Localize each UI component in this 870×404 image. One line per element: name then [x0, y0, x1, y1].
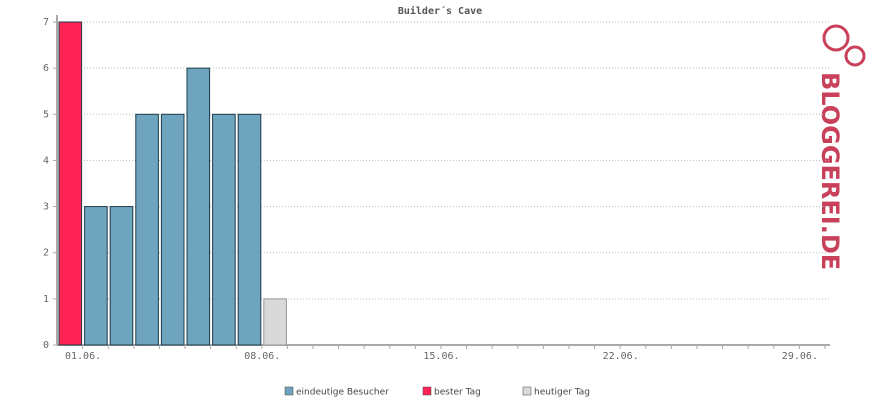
watermark: BLOGGEREI.DE: [816, 72, 844, 270]
y-tick-label: 5: [43, 109, 49, 120]
legend-label: bester Tag: [434, 388, 481, 398]
legend-label: eindeutige Besucher: [296, 388, 389, 398]
bar: [186, 67, 211, 346]
x-tick-label: 08.06.: [244, 351, 280, 362]
legend-swatch: [422, 386, 432, 396]
bar: [212, 113, 236, 346]
bar: [160, 113, 185, 346]
y-tick-label: 2: [43, 248, 49, 259]
bar: [58, 21, 83, 346]
x-tick-label: 15.06.: [423, 351, 459, 362]
chart-title: Builder´s Cave: [398, 5, 482, 17]
y-tick-label: 3: [43, 202, 49, 213]
bar: [109, 206, 134, 346]
legend-label: heutiger Tag: [534, 388, 590, 398]
legend-swatch: [284, 386, 294, 396]
legend-swatch: [522, 386, 532, 396]
bar: [135, 113, 159, 346]
y-tick-label: 4: [43, 155, 49, 166]
logo: [822, 24, 866, 67]
y-tick-label: 7: [43, 17, 49, 28]
x-tick-label: 29.06.: [782, 351, 818, 362]
bar: [237, 113, 262, 346]
y-tick-label: 6: [43, 63, 49, 74]
x-tick-label: 01.06.: [65, 351, 101, 362]
x-tick-label: 22.06.: [603, 351, 639, 362]
y-tick-label: 0: [43, 340, 49, 351]
bar: [84, 206, 108, 346]
y-tick-label: 1: [43, 294, 49, 305]
bar: [263, 298, 287, 346]
